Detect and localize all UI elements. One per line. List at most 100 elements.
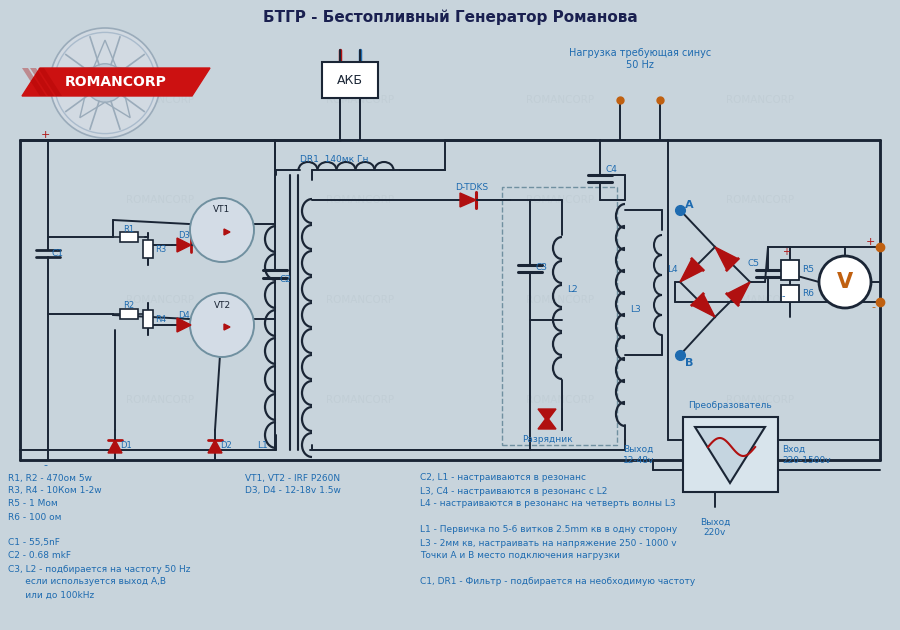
Text: R3: R3 <box>155 244 166 253</box>
Text: R6 - 100 ом: R6 - 100 ом <box>8 512 61 522</box>
Polygon shape <box>22 68 210 96</box>
Polygon shape <box>715 247 738 270</box>
Polygon shape <box>224 229 230 235</box>
Polygon shape <box>177 238 191 252</box>
Text: R1: R1 <box>123 224 135 234</box>
Text: Разрядник: Разрядник <box>522 435 572 444</box>
Text: ROMANCORP: ROMANCORP <box>726 295 794 305</box>
Circle shape <box>86 64 124 102</box>
Text: L1: L1 <box>256 440 267 449</box>
Polygon shape <box>22 68 46 96</box>
Text: R1, R2 - 470ом 5w: R1, R2 - 470ом 5w <box>8 474 92 483</box>
Text: C2 - 0.68 mkF: C2 - 0.68 mkF <box>8 551 71 561</box>
Text: R5: R5 <box>802 265 814 275</box>
Circle shape <box>819 256 871 308</box>
Text: ROMANCORP: ROMANCORP <box>726 95 794 105</box>
Text: C1: C1 <box>51 248 63 258</box>
Text: D4: D4 <box>178 311 190 321</box>
Text: ROMANCORP: ROMANCORP <box>326 195 394 205</box>
Polygon shape <box>108 440 122 453</box>
Text: В: В <box>685 358 693 368</box>
Text: А: А <box>685 200 694 210</box>
Text: L1 - Первичка по 5-6 витков 2.5mm кв в одну сторону: L1 - Первичка по 5-6 витков 2.5mm кв в о… <box>420 525 677 534</box>
Polygon shape <box>538 417 556 429</box>
Text: АКБ: АКБ <box>337 74 363 86</box>
Bar <box>120 309 138 319</box>
Polygon shape <box>224 324 230 330</box>
Text: ROMANCORP: ROMANCORP <box>126 95 194 105</box>
Circle shape <box>190 293 254 357</box>
Text: БТГР - Бестопливный Генератор Романова: БТГР - Бестопливный Генератор Романова <box>263 9 637 25</box>
Text: Выход
220v: Выход 220v <box>700 518 730 537</box>
Text: ROMANCORP: ROMANCORP <box>526 195 594 205</box>
Text: ROMANCORP: ROMANCORP <box>126 295 194 305</box>
Polygon shape <box>30 68 54 96</box>
Polygon shape <box>38 68 62 96</box>
Text: если используется выход А,В: если используется выход А,В <box>8 578 166 587</box>
Polygon shape <box>177 318 191 332</box>
Text: R3, R4 - 10Ком 1-2w: R3, R4 - 10Ком 1-2w <box>8 486 102 496</box>
Bar <box>143 310 153 328</box>
Text: D3: D3 <box>178 231 190 241</box>
Text: +: + <box>866 237 875 247</box>
Text: D2: D2 <box>220 442 232 450</box>
Polygon shape <box>460 193 476 207</box>
Text: L4 - настраиваются в резонанс на четверть волны L3: L4 - настраиваются в резонанс на четверт… <box>420 500 676 508</box>
Bar <box>120 232 138 242</box>
Text: C2: C2 <box>280 275 292 285</box>
Bar <box>502 187 617 445</box>
Text: ROMANCORP: ROMANCORP <box>126 195 194 205</box>
Text: Преобразователь: Преобразователь <box>688 401 772 410</box>
Text: Вход
220-1500v: Вход 220-1500v <box>782 445 831 465</box>
Text: ROMANCORP: ROMANCORP <box>65 75 166 89</box>
Text: VT2: VT2 <box>213 301 230 309</box>
Text: C2, L1 - настраиваются в резонанс: C2, L1 - настраиваются в резонанс <box>420 474 586 483</box>
Text: VT1, VT2 - IRF P260N: VT1, VT2 - IRF P260N <box>245 474 340 483</box>
Polygon shape <box>680 259 703 282</box>
Bar <box>143 240 153 258</box>
Polygon shape <box>695 427 765 483</box>
Bar <box>781 285 799 302</box>
Text: ROMANCORP: ROMANCORP <box>126 395 194 405</box>
Text: L4: L4 <box>667 265 678 275</box>
Text: ROMANCORP: ROMANCORP <box>526 95 594 105</box>
Circle shape <box>190 198 254 262</box>
Text: C3, L2 - подбирается на частоту 50 Hz: C3, L2 - подбирается на частоту 50 Hz <box>8 564 191 573</box>
Text: Нагрузка требующая синус
50 Hz: Нагрузка требующая синус 50 Hz <box>569 49 711 70</box>
Text: +: + <box>782 247 790 257</box>
Text: -: - <box>43 460 47 470</box>
Text: Выход
12-48v: Выход 12-48v <box>623 445 654 465</box>
Text: R5 - 1 Мом: R5 - 1 Мом <box>8 500 58 508</box>
Text: ROMANCORP: ROMANCORP <box>726 195 794 205</box>
Polygon shape <box>538 409 556 421</box>
Text: ROMANCORP: ROMANCORP <box>326 295 394 305</box>
Circle shape <box>50 28 160 138</box>
Polygon shape <box>727 282 750 305</box>
Text: ROMANCORP: ROMANCORP <box>526 395 594 405</box>
Text: L3, C4 - настраиваются в резонанс с L2: L3, C4 - настраиваются в резонанс с L2 <box>420 486 608 496</box>
Text: ROMANCORP: ROMANCORP <box>326 395 394 405</box>
Text: или до 100kHz: или до 100kHz <box>8 590 94 600</box>
Text: -: - <box>871 302 875 312</box>
Text: C4: C4 <box>605 166 617 175</box>
Text: Точки А и В место подключения нагрузки: Точки А и В место подключения нагрузки <box>420 551 620 561</box>
Bar <box>781 260 799 280</box>
Text: L2: L2 <box>567 285 578 294</box>
Text: D-TDKS: D-TDKS <box>455 183 488 193</box>
Text: C5: C5 <box>748 260 760 268</box>
Text: ROMANCORP: ROMANCORP <box>326 95 394 105</box>
Text: ROMANCORP: ROMANCORP <box>726 395 794 405</box>
Text: R6: R6 <box>802 290 814 299</box>
Text: L3: L3 <box>630 306 641 314</box>
Text: +: + <box>40 130 50 140</box>
Text: L3 - 2мм кв, настраивать на напряжение 250 - 1000 v: L3 - 2мм кв, настраивать на напряжение 2… <box>420 539 677 547</box>
Text: C1 - 55,5nF: C1 - 55,5nF <box>8 539 60 547</box>
Text: R2: R2 <box>123 302 135 311</box>
Text: ROMANCORP: ROMANCORP <box>526 295 594 305</box>
Bar <box>683 417 778 492</box>
Text: -: - <box>782 291 786 301</box>
Text: D1: D1 <box>120 442 131 450</box>
Text: VT1: VT1 <box>213 205 230 214</box>
Text: D3, D4 - 12-18v 1.5w: D3, D4 - 12-18v 1.5w <box>245 486 341 496</box>
Text: DR1  140мк Гн: DR1 140мк Гн <box>300 156 368 164</box>
